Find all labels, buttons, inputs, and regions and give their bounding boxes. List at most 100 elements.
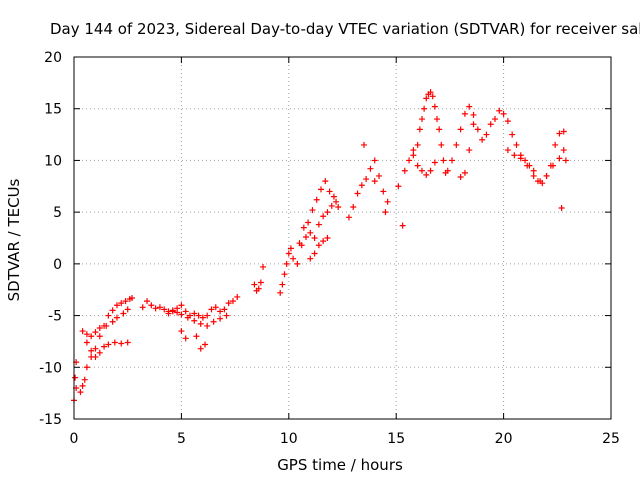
data-point	[118, 340, 125, 347]
data-point	[139, 304, 146, 311]
data-point	[165, 310, 172, 317]
data-point	[487, 121, 494, 128]
data-point	[195, 312, 202, 319]
data-point	[322, 178, 329, 185]
data-point	[210, 318, 217, 325]
data-point	[113, 302, 120, 309]
data-point	[367, 165, 374, 172]
data-point	[300, 224, 307, 231]
data-point	[92, 329, 99, 336]
data-point	[461, 110, 468, 117]
data-point	[496, 107, 503, 114]
data-point	[296, 240, 303, 247]
data-point	[229, 298, 236, 305]
data-point	[530, 167, 537, 174]
data-point	[72, 374, 79, 381]
axis-ticks	[73, 56, 612, 420]
data-point	[522, 157, 529, 164]
data-point	[311, 235, 318, 241]
data-point	[199, 314, 206, 321]
y-tick-label: -15	[39, 412, 62, 428]
data-point	[524, 162, 531, 169]
data-point	[444, 167, 451, 174]
data-point	[103, 322, 110, 329]
data-point	[88, 333, 95, 340]
data-point	[178, 328, 185, 335]
data-point	[470, 111, 477, 118]
data-point	[178, 311, 185, 318]
data-point	[105, 341, 112, 348]
data-point	[124, 339, 131, 346]
data-point	[302, 233, 309, 240]
data-point	[556, 130, 563, 137]
data-point	[509, 131, 516, 138]
data-point	[281, 271, 288, 278]
data-point	[208, 306, 215, 313]
data-point	[79, 328, 86, 335]
data-point	[113, 314, 120, 321]
data-point	[562, 157, 569, 164]
data-point	[395, 183, 402, 190]
data-point	[457, 173, 464, 180]
data-point	[79, 382, 86, 389]
data-point	[326, 188, 333, 195]
data-point	[156, 304, 163, 311]
data-point	[174, 309, 181, 316]
data-point	[279, 281, 286, 288]
x-tick-label: 15	[387, 431, 405, 447]
data-point	[457, 126, 464, 133]
data-point	[305, 219, 312, 226]
data-point	[307, 229, 314, 236]
data-point	[440, 157, 447, 164]
data-point	[438, 141, 445, 148]
data-point	[371, 178, 378, 185]
data-point	[283, 260, 290, 267]
data-point	[421, 105, 428, 112]
data-point	[410, 147, 417, 154]
data-point	[182, 308, 189, 315]
data-point	[307, 255, 314, 262]
data-point	[345, 214, 352, 221]
y-tick-label: 15	[44, 102, 62, 118]
chart-title: Day 144 of 2023, Sidereal Day-to-day VTE…	[50, 20, 640, 38]
data-point	[105, 312, 112, 319]
data-point	[111, 339, 118, 346]
data-point	[144, 298, 151, 305]
tick-labels: 0 5 10 15 20 25 -15 -10 -5 0 5 10 15 20	[39, 50, 620, 447]
data-point	[77, 389, 84, 396]
data-point	[418, 116, 425, 123]
data-point	[124, 306, 131, 313]
data-point	[517, 155, 524, 162]
data-point	[109, 307, 116, 314]
data-point	[92, 353, 99, 360]
data-point	[83, 331, 90, 338]
data-point	[120, 310, 127, 317]
x-tick-label: 25	[602, 431, 620, 447]
y-tick-label: 0	[53, 257, 62, 273]
data-point	[294, 260, 301, 267]
data-point	[251, 281, 258, 288]
data-point	[223, 312, 230, 319]
data-point	[324, 209, 331, 216]
data-point	[449, 157, 456, 164]
data-point	[324, 235, 331, 241]
data-point	[483, 131, 490, 138]
data-point	[101, 343, 108, 350]
data-point	[161, 306, 168, 313]
data-point	[221, 306, 228, 313]
data-point	[461, 169, 468, 176]
data-point	[431, 159, 438, 166]
data-point	[182, 335, 189, 342]
data-point	[330, 193, 337, 200]
y-axis-title: SDTVAR / TECUs	[5, 178, 23, 301]
data-point	[470, 121, 477, 128]
data-point	[560, 147, 567, 154]
data-point	[204, 322, 211, 329]
data-point	[217, 315, 224, 322]
data-point	[414, 141, 421, 148]
x-tick-label: 0	[70, 431, 79, 447]
data-point	[431, 103, 438, 110]
data-point	[384, 198, 391, 205]
data-point	[550, 162, 557, 169]
